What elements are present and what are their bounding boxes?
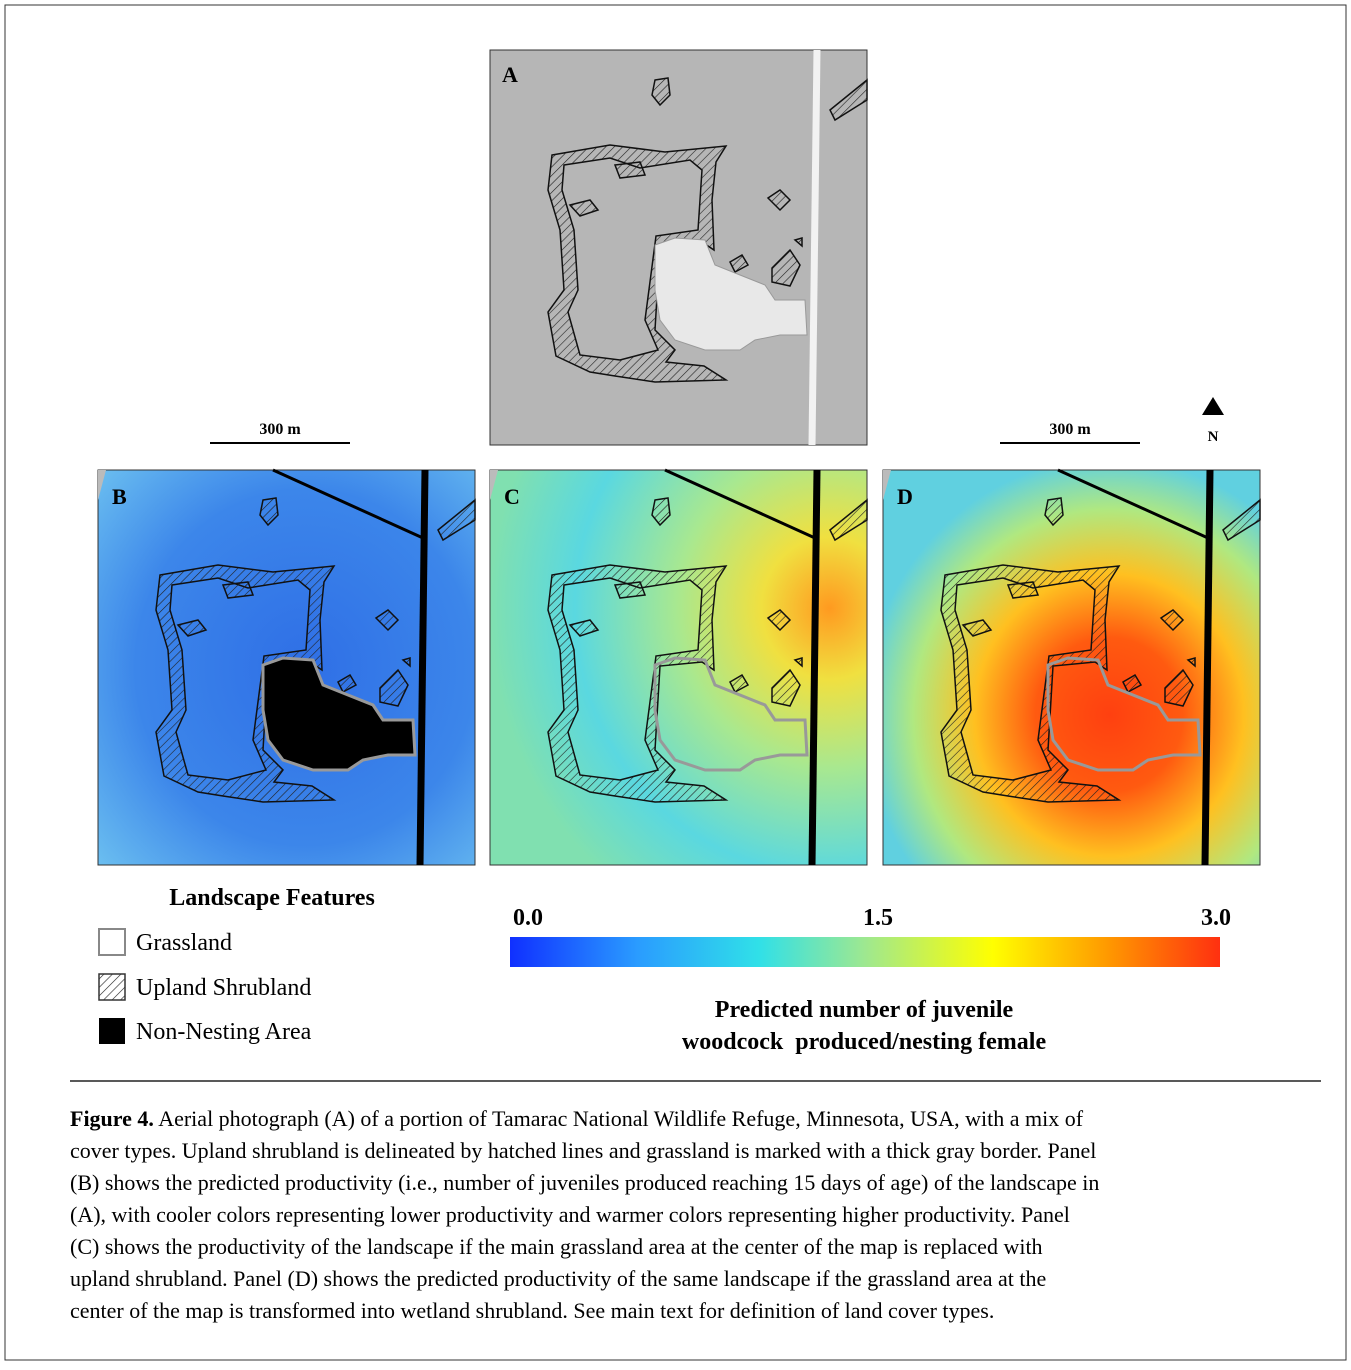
caption-line: center of the map is transformed into we… [70, 1298, 994, 1323]
panel-label: A [502, 62, 518, 87]
colorbar-title: woodcock produced/nesting female [682, 1029, 1047, 1055]
caption-line: cover types. Upland shrubland is delinea… [70, 1138, 1096, 1163]
legend-item: Non-Nesting Area [136, 1019, 312, 1045]
panel-b: B [98, 470, 475, 865]
panel-label: D [897, 484, 913, 509]
panel-label: B [112, 484, 127, 509]
caption-label: Figure 4. [70, 1106, 154, 1131]
scale-label: 300 m [1049, 421, 1091, 438]
colorbar-label: 1.5 [863, 905, 893, 931]
caption: Figure 4. Aerial photograph (A) of a por… [70, 1106, 1099, 1323]
legend-item: Grassland [136, 930, 232, 956]
figure: A B C D 300 m 300 m N Landscape Features… [0, 0, 1351, 1365]
colorbar [510, 937, 1220, 967]
caption-line: (A), with cooler colors representing low… [70, 1202, 1070, 1227]
caption-line: Figure 4. Aerial photograph (A) of a por… [70, 1106, 1084, 1131]
north-arrow [1202, 397, 1224, 415]
panel-c: C [490, 470, 867, 865]
legend-item: Upland Shrubland [136, 975, 311, 1001]
page: A B C D 300 m 300 m N Landscape Features… [0, 0, 1351, 1365]
scale-label: 300 m [259, 421, 301, 438]
caption-line: (B) shows the predicted productivity (i.… [70, 1170, 1099, 1195]
colorbar-label: 3.0 [1201, 905, 1231, 931]
legend-title: Landscape Features [169, 885, 375, 911]
colorbar-title: Predicted number of juvenile [715, 997, 1014, 1023]
panel-d: D [883, 470, 1260, 865]
caption-line: (C) shows the productivity of the landsc… [70, 1234, 1043, 1259]
north-label: N [1208, 429, 1219, 445]
legend-swatch [99, 929, 125, 955]
caption-line: upland shrubland. Panel (D) shows the pr… [70, 1266, 1046, 1291]
colorbar-label: 0.0 [513, 905, 543, 931]
panel-label: C [504, 484, 520, 509]
caption-text: Aerial photograph (A) of a portion of Ta… [154, 1106, 1084, 1131]
legend-swatch [99, 1018, 125, 1044]
legend-swatch [99, 974, 125, 1000]
panel-a: A [490, 50, 867, 445]
